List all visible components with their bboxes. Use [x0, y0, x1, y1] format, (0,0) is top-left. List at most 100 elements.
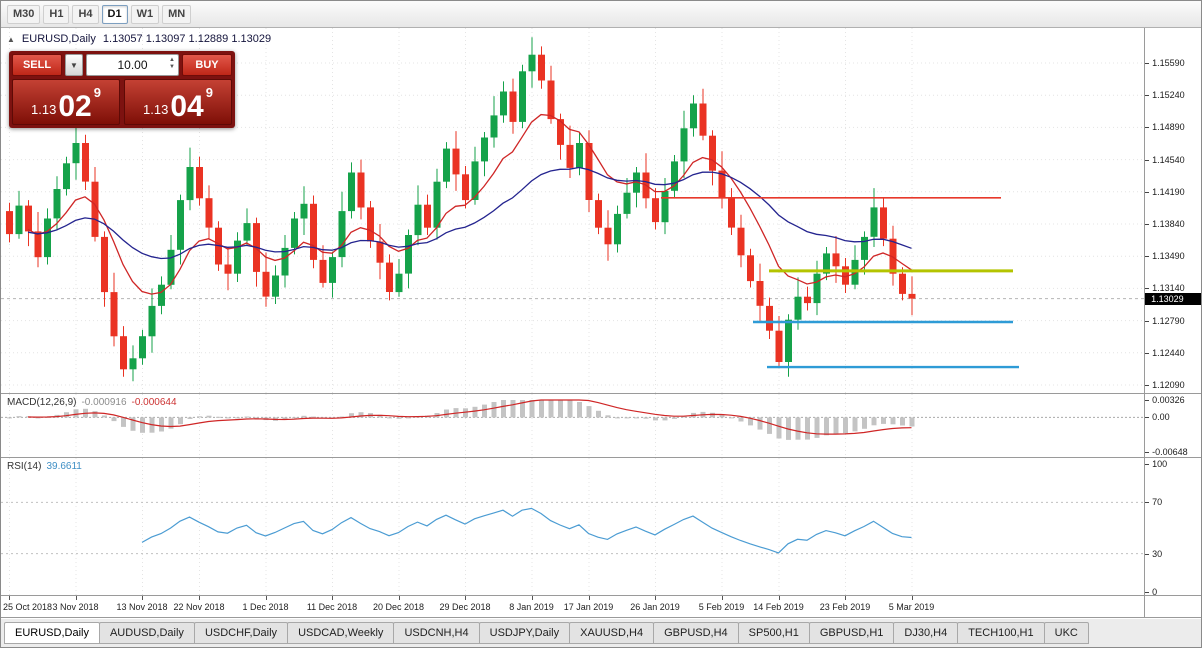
rsi-tick-mark — [1145, 464, 1150, 465]
price-tick-mark — [1145, 320, 1150, 322]
macd-tick-label: 0.00 — [1152, 412, 1170, 423]
collapse-arrow-icon[interactable]: ▲ — [7, 34, 15, 44]
macd-axis[interactable]: 0.00326 0.00 -0.00648 — [1144, 394, 1201, 457]
date-tick-mark — [199, 596, 200, 600]
price-tick-mark — [1145, 127, 1150, 129]
sell-price-tile[interactable]: 1.13 02 9 — [12, 79, 120, 125]
timeframe-button-d1[interactable]: D1 — [101, 4, 128, 24]
date-tick-label: 23 Feb 2019 — [819, 602, 871, 612]
chart-tab-ukc[interactable]: UKC — [1043, 622, 1089, 644]
ma-fast-line — [27, 113, 912, 295]
price-chart-panel: ▲ EURUSD,Daily 1.13057 1.13097 1.12889 1… — [1, 28, 1201, 394]
rsi-canvas[interactable] — [1, 458, 1145, 595]
date-tick-mark — [911, 596, 913, 600]
sell-button[interactable]: SELL — [12, 54, 62, 76]
date-tick-label: 11 Dec 2018 — [306, 602, 358, 612]
price-tick-mark — [1145, 256, 1150, 258]
date-tick-mark — [588, 596, 590, 600]
macd-tick-mark — [1145, 452, 1150, 453]
rsi-tick-label: 100 — [1152, 459, 1168, 469]
rsi-tick-mark — [1145, 502, 1150, 504]
timeframe-toolbar: M30 H1 H4 D1 W1 MN — [1, 1, 1201, 28]
macd-tick-mark — [1145, 400, 1150, 401]
sell-price-sup: 9 — [93, 85, 101, 100]
date-tick-label: 29 Dec 2018 — [439, 602, 491, 612]
price-axis[interactable]: 1.15590 1.15240 1.14890 1.14540 1.14190 1.138… — [1144, 28, 1201, 393]
macd-tick-label: -0.00648 — [1152, 447, 1188, 457]
price-tick-label: 1.13490 — [1152, 251, 1185, 262]
date-tick-label: 13 Nov 2018 — [116, 602, 168, 612]
macd-name: MACD(12,26,9) — [7, 397, 77, 408]
ma-slow-line — [27, 166, 912, 260]
date-tick-label: 8 Jan 2019 — [509, 602, 554, 612]
spin-up-icon[interactable]: ▲ — [169, 57, 175, 63]
rsi-tick-label: 70 — [1152, 497, 1163, 508]
sell-price-prefix: 1.13 — [31, 102, 57, 117]
price-tick-mark — [1145, 224, 1150, 225]
date-tick-mark — [265, 596, 267, 600]
rsi-name: RSI(14) — [7, 461, 42, 472]
timeframe-button-h4[interactable]: H4 — [72, 4, 99, 24]
date-tick-mark — [531, 596, 533, 600]
timeframe-button-w1[interactable]: W1 — [130, 4, 160, 24]
rsi-tick-label: 0 — [1152, 587, 1158, 597]
rsi-value: 39.6611 — [46, 461, 82, 472]
timeframe-button-mn[interactable]: MN — [162, 4, 192, 24]
price-tick-mark — [1145, 191, 1150, 193]
price-tick-label: 1.15590 — [1152, 58, 1185, 68]
rsi-tick-label: 30 — [1152, 548, 1163, 559]
chart-tab-usdcnh-h4[interactable]: USDCNH,H4 — [393, 622, 480, 644]
price-tick-mark — [1145, 95, 1150, 97]
price-tick-mark — [1145, 352, 1150, 354]
volume-input[interactable]: 10.00 ▲ ▼ — [86, 54, 179, 76]
macd-tick-mark — [1145, 417, 1150, 419]
spin-down-icon[interactable]: ▼ — [169, 64, 175, 71]
date-tick-mark — [9, 596, 10, 600]
price-tick-label: 1.14540 — [1152, 154, 1185, 165]
rsi-line — [141, 507, 912, 554]
buy-button[interactable]: BUY — [182, 54, 232, 76]
macd-canvas[interactable] — [1, 394, 1145, 457]
chart-tab-usdchf-daily[interactable]: USDCHF,Daily — [193, 622, 289, 644]
sell-price-big: 02 — [58, 90, 92, 123]
date-tick-mark — [142, 596, 143, 600]
date-tick-mark — [75, 596, 77, 600]
chevron-down-icon: ▼ — [70, 60, 78, 70]
rsi-axis[interactable]: 100 70 30 0 — [1144, 458, 1201, 597]
volume-value: 10.00 — [117, 58, 148, 72]
price-tick-mark — [1145, 63, 1150, 64]
macd-signal-line — [27, 399, 912, 435]
date-axis[interactable]: 25 Oct 2018 3 Nov 2018 13 Nov 2018 22 Nov 2… — [1, 596, 1144, 617]
timeframe-button-h1[interactable]: H1 — [43, 4, 70, 24]
chart-tab-usdjpy-daily[interactable]: USDJPY,Daily — [478, 622, 571, 644]
chart-tab-audusd-daily[interactable]: AUDUSD,Daily — [98, 622, 195, 644]
chart-tab-gbpusd-h1[interactable]: GBPUSD,H1 — [808, 622, 895, 644]
price-tick-mark — [1145, 385, 1150, 386]
timeframe-button-m30[interactable]: M30 — [7, 4, 41, 24]
date-tick-label: 22 Nov 2018 — [173, 602, 225, 612]
chart-tab-tech100-h1[interactable]: TECH100,H1 — [957, 622, 1045, 644]
current-price-badge: 1.13029 — [1145, 292, 1201, 305]
volume-dropdown-button[interactable]: ▼ — [65, 54, 83, 76]
price-tick-label: 1.12090 — [1152, 380, 1185, 390]
date-tick-mark — [721, 596, 723, 600]
one-click-trading-panel: SELL ▼ 10.00 ▲ ▼ BUY 1.13 02 9 1.13 04 9 — [9, 51, 235, 128]
buy-price-tile[interactable]: 1.13 04 9 — [124, 79, 232, 125]
buy-price-prefix: 1.13 — [143, 102, 169, 117]
rsi-tick-mark — [1145, 592, 1150, 593]
date-tick-label: 5 Feb 2019 — [698, 602, 745, 612]
buy-price-sup: 9 — [205, 85, 213, 100]
date-tick-mark — [398, 596, 400, 600]
volume-spinner[interactable]: ▲ ▼ — [169, 57, 175, 71]
macd-panel: MACD(12,26,9) -0.000916 -0.000644 0.00326 0… — [1, 394, 1201, 458]
price-tick-mark — [1145, 288, 1150, 290]
date-tick-mark — [655, 596, 656, 600]
chart-tab-gbpusd-h4[interactable]: GBPUSD,H4 — [653, 622, 739, 644]
chart-tab-sp500-h1[interactable]: SP500,H1 — [737, 622, 810, 644]
chart-tab-usdcad-weekly[interactable]: USDCAD,Weekly — [287, 622, 395, 644]
chart-tab-dj30-h4[interactable]: DJ30,H4 — [893, 622, 959, 644]
chart-tab-eurusd-daily[interactable]: EURUSD,Daily — [4, 622, 100, 644]
chart-tab-xauusd-h4[interactable]: XAUUSD,H4 — [569, 622, 655, 644]
price-chart-canvas[interactable] — [1, 28, 1145, 393]
